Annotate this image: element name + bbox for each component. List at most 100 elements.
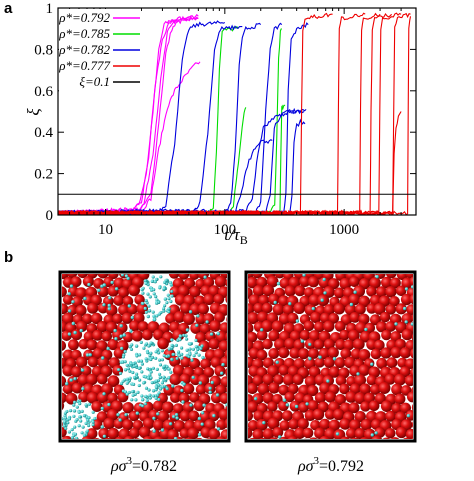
red-particle xyxy=(350,258,361,269)
red-particle xyxy=(248,312,260,325)
red-particle xyxy=(234,402,245,413)
cyan-particle xyxy=(160,358,164,362)
red-particle xyxy=(154,259,166,271)
cyan-particle xyxy=(102,434,107,438)
cyan-particle xyxy=(278,435,282,439)
red-particle xyxy=(238,259,249,270)
red-particle xyxy=(401,328,413,341)
cyan-particle xyxy=(130,398,134,402)
x-tick-label: 10 xyxy=(98,222,113,238)
cyan-particle xyxy=(177,354,181,358)
cyan-particle xyxy=(157,397,161,402)
red-particle xyxy=(309,437,318,439)
red-particle xyxy=(190,322,202,334)
cyan-particle xyxy=(144,281,148,285)
cyan-particle xyxy=(171,384,175,388)
red-particle xyxy=(261,302,273,314)
red-particle xyxy=(415,375,426,386)
red-particle xyxy=(173,311,186,323)
red-particle xyxy=(77,374,90,386)
cyan-particle xyxy=(123,368,128,372)
red-particle xyxy=(209,320,221,332)
red-particle xyxy=(118,287,130,299)
red-particle xyxy=(411,437,413,439)
cyan-particle xyxy=(134,344,139,348)
cyan-particle xyxy=(141,291,145,295)
cyan-particle xyxy=(220,371,224,375)
cyan-particle xyxy=(139,359,144,363)
red-particle xyxy=(266,275,279,288)
red-particle xyxy=(215,260,226,271)
cyan-particle xyxy=(175,416,179,420)
red-particle xyxy=(385,321,396,332)
red-particle xyxy=(229,409,240,420)
cyan-particle xyxy=(81,425,85,429)
red-particle xyxy=(340,436,350,439)
red-particle xyxy=(67,304,78,316)
red-particle xyxy=(75,287,88,300)
red-particle xyxy=(98,427,110,439)
cyan-particle xyxy=(143,279,147,283)
red-particle xyxy=(86,339,98,351)
red-particle xyxy=(93,437,100,439)
cyan-particle xyxy=(128,376,132,380)
red-particle xyxy=(374,392,386,405)
cyan-particle xyxy=(181,400,185,404)
red-particle xyxy=(81,365,92,377)
red-particle xyxy=(224,332,227,341)
red-particle xyxy=(134,261,145,272)
red-particle xyxy=(401,313,413,325)
cyan-particle xyxy=(149,376,153,380)
red-particle xyxy=(248,401,259,413)
red-particle xyxy=(335,339,347,350)
caption-symbol: ρσ xyxy=(297,458,315,475)
red-particle xyxy=(368,400,380,412)
red-particle xyxy=(46,339,57,350)
cyan-particle xyxy=(135,411,139,415)
cyan-particle xyxy=(165,301,169,305)
red-particle xyxy=(193,258,205,270)
red-particle xyxy=(193,400,205,412)
red-particle xyxy=(324,409,336,420)
cyan-particle xyxy=(120,274,125,277)
cyan-particle xyxy=(173,436,178,439)
red-particle xyxy=(328,366,341,378)
red-particle xyxy=(152,400,164,412)
cyan-particle xyxy=(375,275,379,279)
red-particle xyxy=(278,400,289,412)
red-particle xyxy=(248,427,253,439)
snapshot-particles xyxy=(46,258,245,439)
cyan-particle xyxy=(80,431,84,435)
red-particle xyxy=(382,437,391,439)
red-particle xyxy=(180,302,192,314)
red-particle xyxy=(284,285,296,297)
red-particle xyxy=(252,393,264,405)
red-particle xyxy=(91,400,103,413)
red-particle xyxy=(339,383,350,395)
cyan-particle xyxy=(144,299,148,303)
red-particle xyxy=(234,313,245,324)
red-particle xyxy=(334,321,346,332)
cyan-particle xyxy=(403,306,407,311)
cyan-particle xyxy=(260,328,264,332)
cyan-particle xyxy=(128,369,132,373)
cyan-particle xyxy=(87,402,91,406)
red-particle xyxy=(380,347,392,359)
red-particle xyxy=(404,375,413,387)
red-particle xyxy=(385,427,396,439)
red-particle xyxy=(72,259,84,271)
cyan-particle xyxy=(349,302,354,307)
red-particle xyxy=(376,357,388,369)
red-particle xyxy=(409,294,413,305)
cyan-particle xyxy=(200,422,204,426)
red-particle xyxy=(354,303,366,315)
red-particle xyxy=(129,320,141,332)
red-particle xyxy=(210,392,223,404)
red-particle xyxy=(162,401,174,414)
cyan-particle xyxy=(138,378,142,382)
cyan-particle xyxy=(190,358,194,362)
red-particle xyxy=(411,333,413,342)
red-particle xyxy=(297,418,309,430)
cyan-particle xyxy=(194,351,198,355)
cyan-particle xyxy=(162,354,166,358)
